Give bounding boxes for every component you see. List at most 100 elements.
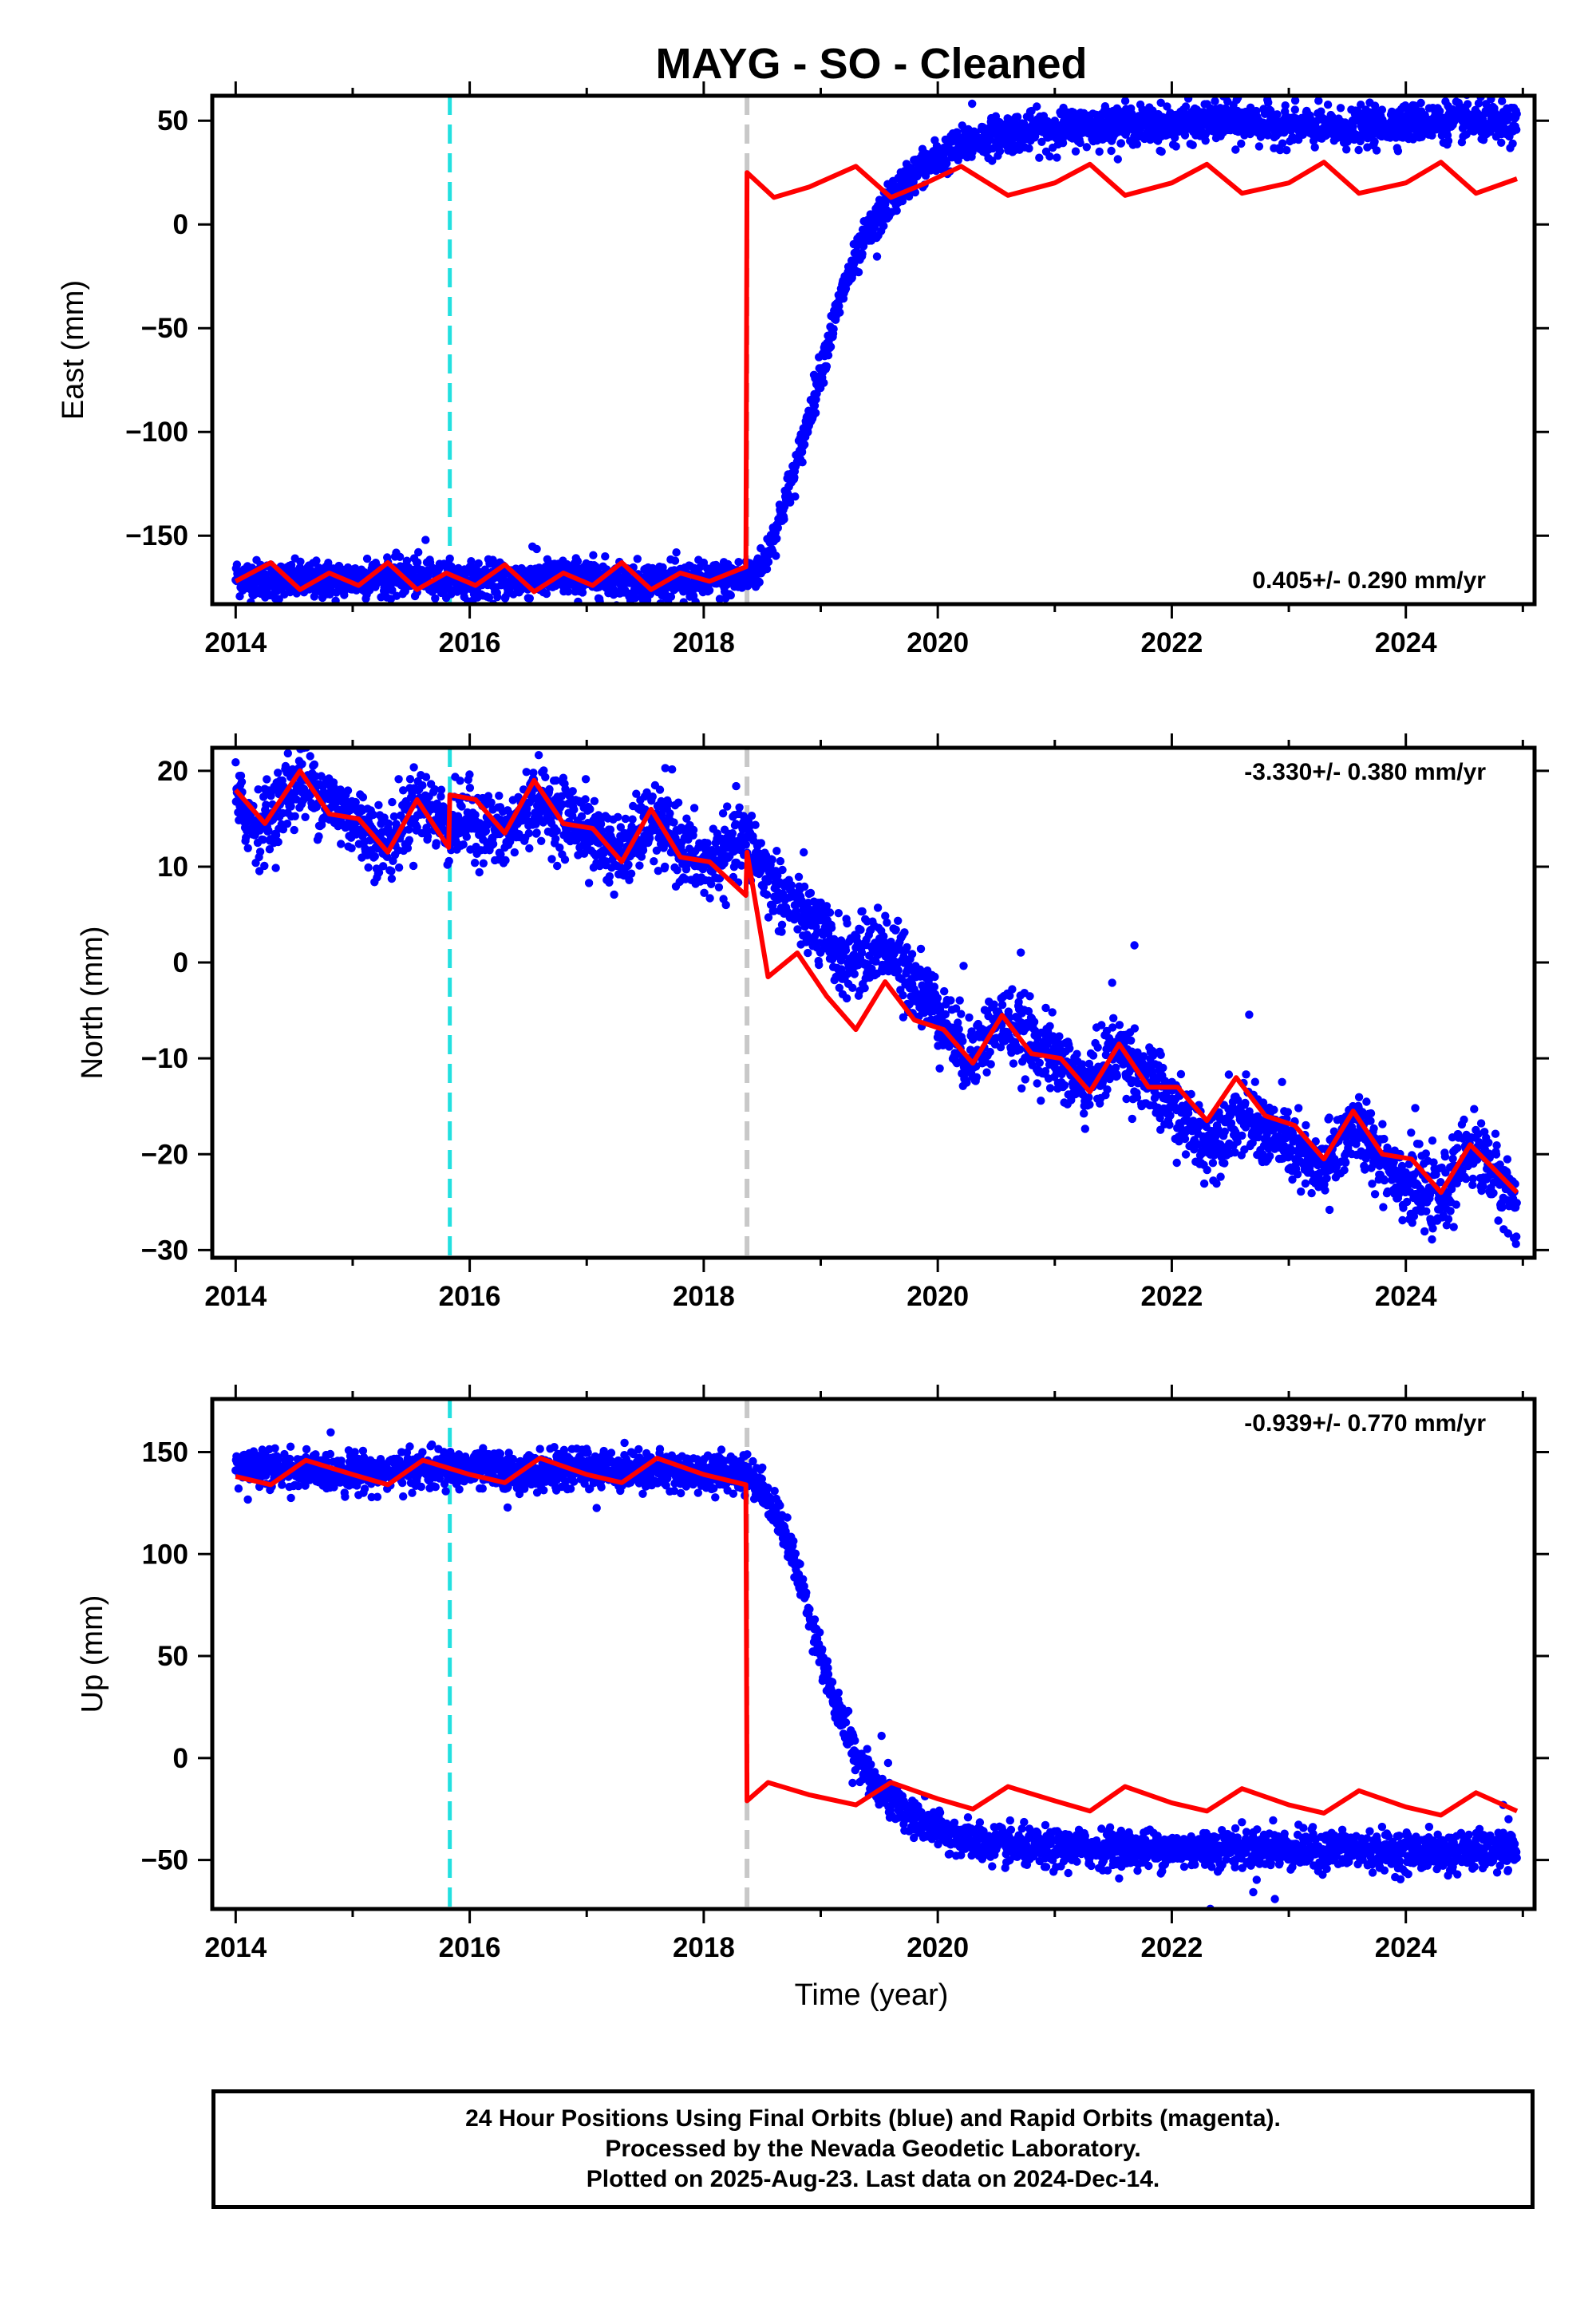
data-point xyxy=(1263,131,1272,140)
data-point xyxy=(394,775,403,784)
data-point xyxy=(1497,138,1506,147)
data-point xyxy=(1120,97,1130,105)
data-point xyxy=(484,792,493,800)
data-point xyxy=(682,814,691,823)
data-point xyxy=(475,868,484,877)
data-point xyxy=(459,840,468,849)
data-point xyxy=(958,1037,967,1045)
data-point xyxy=(418,781,427,790)
data-point xyxy=(1211,97,1219,105)
data-point xyxy=(915,154,924,163)
data-point xyxy=(1428,131,1436,140)
data-point xyxy=(374,868,384,877)
data-point xyxy=(879,221,888,231)
data-point xyxy=(232,560,242,569)
data-point xyxy=(714,883,724,892)
data-point xyxy=(836,308,844,317)
data-point xyxy=(793,925,802,934)
data-point xyxy=(689,804,699,812)
data-point xyxy=(734,558,743,567)
data-point xyxy=(1107,146,1116,156)
data-point xyxy=(1181,102,1191,111)
data-point xyxy=(1436,107,1444,116)
plot-area-east xyxy=(231,96,1521,604)
data-point xyxy=(413,823,421,832)
data-point xyxy=(474,559,483,568)
data-point xyxy=(542,589,551,599)
data-point xyxy=(935,1064,944,1073)
data-point xyxy=(1503,110,1513,120)
data-point xyxy=(794,872,804,882)
data-point xyxy=(314,832,323,841)
y-tick-label: 50 xyxy=(157,105,188,136)
data-point xyxy=(405,836,414,844)
data-point xyxy=(337,840,346,848)
data-point xyxy=(1444,136,1453,145)
data-point xyxy=(1498,97,1507,105)
data-point xyxy=(606,825,615,834)
data-point xyxy=(891,925,900,935)
data-point xyxy=(820,378,828,387)
data-point xyxy=(800,848,808,857)
data-point xyxy=(954,1025,963,1034)
data-point xyxy=(351,797,360,807)
data-point xyxy=(610,890,618,899)
data-point xyxy=(262,570,271,579)
data-point xyxy=(787,881,796,890)
data-point xyxy=(723,802,732,811)
data-point xyxy=(1095,147,1104,156)
data-point xyxy=(892,206,901,215)
y-tick-label: 0 xyxy=(173,209,188,240)
data-point xyxy=(432,839,440,848)
data-point xyxy=(769,907,778,915)
data-point xyxy=(835,983,844,993)
data-point xyxy=(721,900,730,910)
data-point xyxy=(757,839,765,848)
data-point xyxy=(523,809,531,819)
data-point xyxy=(731,820,741,828)
data-point xyxy=(1393,147,1403,156)
data-point xyxy=(501,856,510,865)
data-point xyxy=(421,773,431,781)
data-point xyxy=(1275,145,1285,155)
x-tick-label: 2020 xyxy=(907,627,969,658)
y-tick-label: −150 xyxy=(125,520,188,551)
data-point xyxy=(946,996,955,1005)
data-point xyxy=(563,587,573,596)
data-point xyxy=(495,791,504,800)
data-point xyxy=(1156,146,1164,156)
data-point xyxy=(421,536,430,544)
data-point xyxy=(1076,138,1084,148)
data-point xyxy=(387,874,397,883)
data-point xyxy=(1357,101,1365,109)
data-point xyxy=(829,325,838,334)
data-point xyxy=(705,894,714,903)
data-point xyxy=(1132,140,1142,148)
data-point xyxy=(894,966,903,974)
data-point xyxy=(854,267,863,277)
data-point xyxy=(780,502,789,512)
data-point xyxy=(493,592,502,602)
data-point xyxy=(857,948,867,958)
data-point xyxy=(827,923,836,932)
data-point xyxy=(1278,139,1287,148)
data-point xyxy=(1116,139,1126,148)
data-point xyxy=(1071,147,1080,156)
data-point xyxy=(655,785,665,794)
data-point xyxy=(534,751,543,760)
data-point xyxy=(1231,145,1240,154)
data-point xyxy=(444,856,453,866)
data-point xyxy=(835,302,843,310)
data-point xyxy=(1508,139,1517,148)
data-point xyxy=(263,775,271,784)
data-point xyxy=(661,862,670,871)
data-point xyxy=(1281,101,1290,110)
data-point xyxy=(652,846,662,856)
data-point xyxy=(648,792,657,801)
data-point xyxy=(804,428,812,437)
data-point xyxy=(358,792,368,802)
data-point xyxy=(374,800,383,809)
data-point xyxy=(405,825,413,834)
data-point xyxy=(286,802,295,811)
